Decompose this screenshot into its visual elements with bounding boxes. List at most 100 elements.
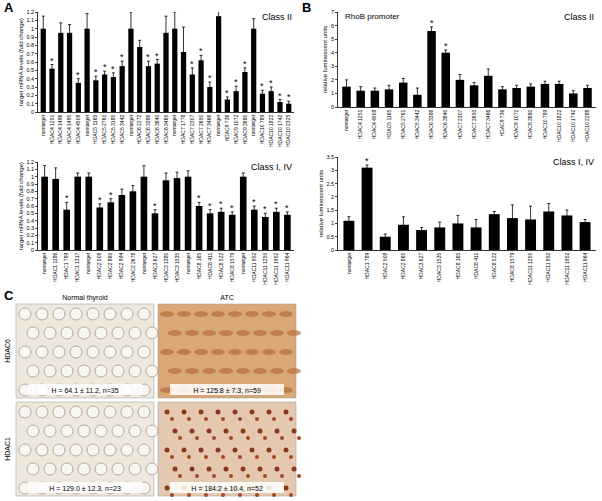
svg-text:*: * [263,204,267,214]
svg-text:HDAC8 411: HDAC8 411 [207,253,213,280]
svg-text:nontarget: nontarget [41,252,47,274]
svg-text:HDAC2 508: HDAC2 508 [96,253,102,280]
svg-text:HDAC1: HDAC1 [4,437,11,461]
svg-text:HDAC9 3880: HDAC9 3880 [527,110,533,140]
svg-text:*: * [50,56,54,66]
svg-text:HDAC2 994: HDAC2 994 [118,253,124,280]
svg-text:0.5: 0.5 [26,210,34,216]
svg-text:HDAC8 165: HDAC8 165 [455,253,461,280]
svg-text:0.4: 0.4 [26,218,34,224]
svg-text:HDAC10 1822: HDAC10 1822 [556,110,562,142]
svg-text:0.5: 0.5 [26,67,34,73]
svg-text:*: * [260,81,264,91]
svg-text:0.1: 0.1 [26,101,34,107]
svg-text:*: * [197,193,201,203]
svg-text:HDAC3 1380: HDAC3 1380 [163,253,169,283]
svg-text:HDAC11 964: HDAC11 964 [582,253,588,282]
svg-text:0: 0 [331,104,334,110]
svg-text:HDAC10 1742: HDAC10 1742 [277,115,283,147]
svg-text:HDAC8 522: HDAC8 522 [218,253,224,280]
svg-text:0.2: 0.2 [26,232,34,238]
svg-text:HDAC5 2761: HDAC5 2761 [101,115,107,145]
svg-text:0.2: 0.2 [26,92,34,98]
svg-text:HDAC3 1535: HDAC3 1535 [436,253,442,283]
svg-text:HDAC4 1496: HDAC4 1496 [57,115,63,145]
svg-text:HDAC6 3840: HDAC6 3840 [442,110,448,140]
svg-text:*: * [243,59,247,69]
svg-text:nontarget: nontarget [128,114,134,136]
svg-text:HDAC9 736: HDAC9 736 [499,110,505,137]
svg-text:0.3: 0.3 [26,225,34,231]
svg-text:Class I, IV: Class I, IV [553,157,594,167]
svg-text:ATC: ATC [220,294,233,301]
svg-text:0.5: 0.5 [326,234,334,240]
svg-text:*: * [98,195,102,205]
svg-text:*: * [444,41,448,51]
svg-text:target mRNA levels (fold chang: target mRNA levels (fold change) [18,18,24,106]
svg-text:nontarget: nontarget [171,114,177,136]
svg-text:*: * [199,46,203,56]
svg-text:0.8: 0.8 [26,188,34,194]
svg-text:HDAC6: HDAC6 [4,339,11,363]
svg-text:HDAC11 964: HDAC11 964 [284,253,290,282]
svg-text:*: * [94,67,98,77]
svg-text:*: * [287,92,291,102]
svg-text:0: 0 [31,247,34,253]
svg-text:HDAC4 1251: HDAC4 1251 [357,110,363,140]
svg-text:Class II: Class II [564,12,594,22]
svg-text:HDAC7 3466: HDAC7 3466 [485,110,491,140]
svg-text:2: 2 [331,77,334,83]
svg-text:HDAC5 3185: HDAC5 3185 [110,115,116,145]
svg-text:6: 6 [331,22,334,28]
svg-text:HDAC6 3840: HDAC6 3840 [154,115,160,145]
svg-text:HDAC5 1165: HDAC5 1165 [386,110,392,139]
svg-text:HDAC1 789: HDAC1 789 [63,253,69,280]
svg-text:1.5: 1.5 [326,207,334,213]
svg-text:H = 129.0 ± 12.3, n=23: H = 129.0 ± 12.3, n=23 [49,485,121,492]
svg-text:HDAC2 865: HDAC2 865 [107,253,113,280]
svg-text:*: * [269,78,273,88]
svg-text:HDAC7 2307: HDAC7 2307 [457,110,463,140]
svg-text:HDAC11 952: HDAC11 952 [251,253,257,282]
svg-text:*: * [274,199,278,209]
svg-text:HDAC4 4508: HDAC4 4508 [371,110,377,140]
svg-text:HDAC6 3465: HDAC6 3465 [163,115,169,145]
svg-text:HDAC9 1072: HDAC9 1072 [233,115,239,145]
svg-text:Class I, IV: Class I, IV [251,162,292,172]
svg-text:1: 1 [331,90,334,96]
svg-text:HDAC4 1251: HDAC4 1251 [49,115,55,145]
svg-text:HDAC10 1742: HDAC10 1742 [570,110,576,142]
svg-text:nontarget: nontarget [240,252,246,274]
svg-text:HDAC8 165: HDAC8 165 [196,253,202,280]
svg-text:H = 184.2 ± 10.4, n=52: H = 184.2 ± 10.4, n=52 [191,485,263,492]
svg-text:HDAC1 789: HDAC1 789 [364,253,370,280]
svg-text:HDAC7 2307: HDAC7 2307 [189,115,195,145]
svg-text:HDAC5 2761: HDAC5 2761 [400,110,406,140]
svg-text:HDAC3 1535: HDAC3 1535 [174,253,180,283]
svg-text:HDAC8 1579: HDAC8 1579 [229,253,235,283]
svg-text:relative luminescent units: relative luminescent units [318,170,324,237]
svg-text:3: 3 [331,63,334,69]
svg-text:H = 64.1 ± 11.2, n=35: H = 64.1 ± 11.2, n=35 [51,387,118,394]
svg-text:*: * [208,73,212,83]
svg-text:HDAC4 1495: HDAC4 1495 [66,115,72,145]
svg-text:2.5: 2.5 [326,180,334,186]
svg-text:nontarget: nontarget [346,252,352,274]
svg-text:*: * [278,91,282,101]
svg-text:0.4: 0.4 [26,76,34,82]
svg-text:*: * [153,201,157,211]
svg-text:0.9: 0.9 [26,34,34,40]
svg-text:1.1: 1.1 [26,17,34,23]
svg-text:HDAC8 522: HDAC8 522 [491,253,497,280]
svg-text:1.2: 1.2 [26,9,34,15]
svg-text:HDAC3 627: HDAC3 627 [418,253,424,280]
svg-text:1: 1 [31,174,34,180]
svg-text:nontarget: nontarget [84,114,90,136]
svg-text:H = 125.8 ± 7.3, n=59: H = 125.8 ± 7.3, n=59 [193,387,261,394]
svg-text:HDAC10 2288: HDAC10 2288 [584,110,590,142]
svg-text:nontarget: nontarget [343,109,349,131]
svg-text:0.9: 0.9 [26,181,34,187]
svg-text:0.8: 0.8 [26,42,34,48]
svg-text:0.6: 0.6 [26,59,34,65]
svg-text:HDAC6 2272: HDAC6 2272 [136,115,142,145]
